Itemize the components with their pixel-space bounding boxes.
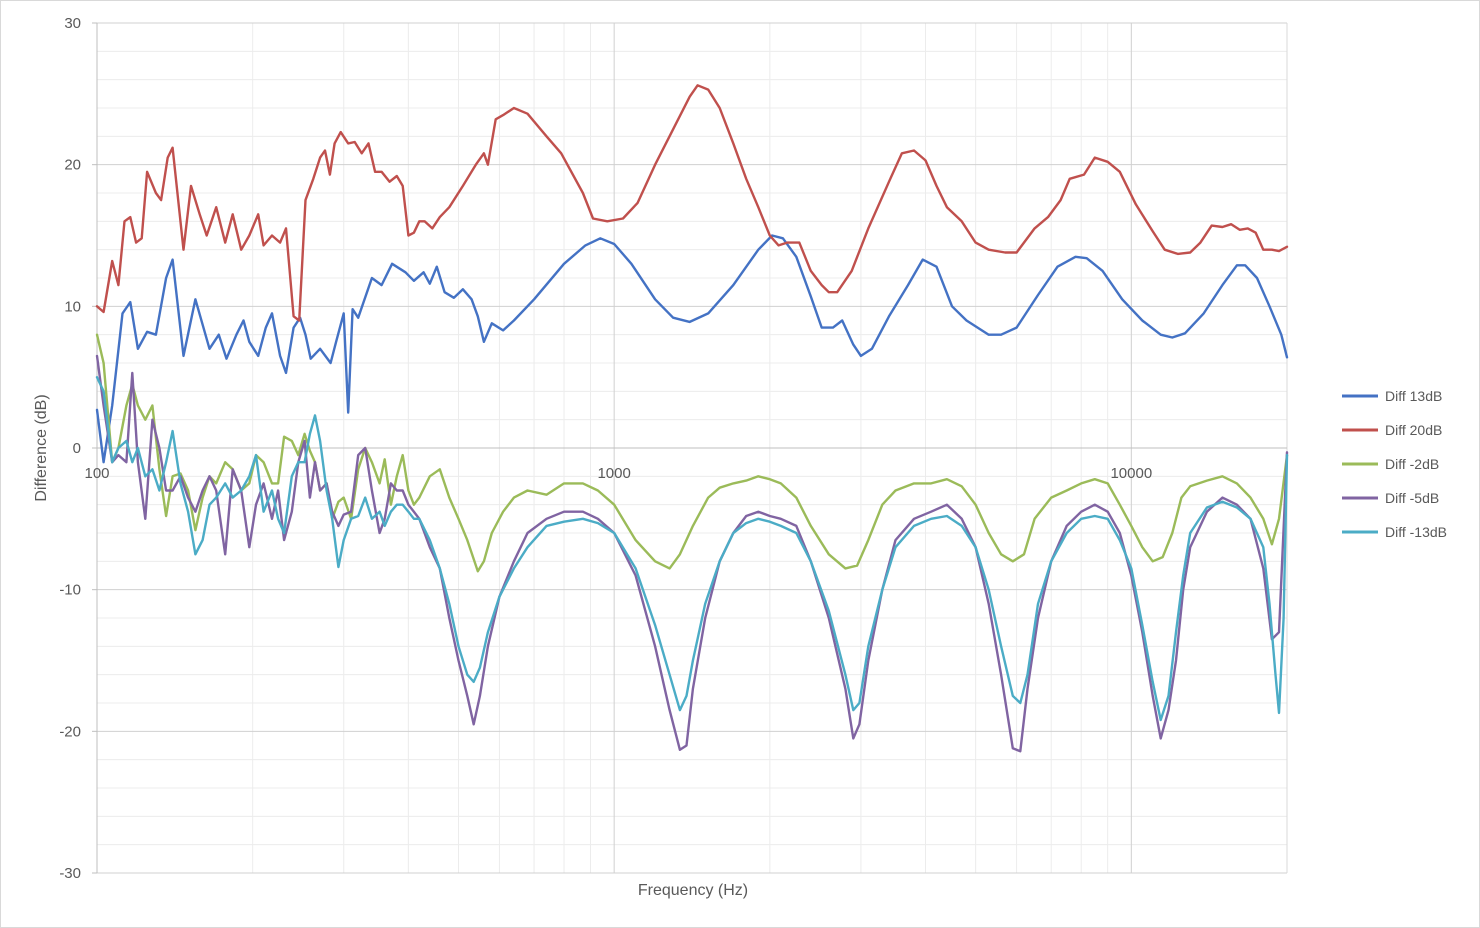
legend: Diff 13dB Diff 20dB Diff -2dB Diff -5dB Diff… (1342, 388, 1447, 540)
y-tick-label: 30 (64, 15, 81, 32)
series-line-3 (95, 354, 1289, 753)
x-axis-title: Frequency (Hz) (638, 882, 748, 899)
x-tick-label: 1000 (597, 465, 630, 482)
legend-label-0: Diff 13dB (1385, 388, 1442, 404)
x-axis-ticks: 100 1000 10000 (84, 465, 1152, 482)
series-line-0 (95, 234, 1289, 464)
y-tick-label: -30 (59, 865, 81, 882)
y-axis-ticks: 30 20 10 0 -10 -20 -30 (59, 15, 81, 882)
series-lines (95, 84, 1289, 753)
series-line-1 (95, 84, 1289, 322)
y-tick-label: -20 (59, 723, 81, 740)
y-tick-label: 10 (64, 298, 81, 315)
series-line-2 (95, 333, 1289, 573)
y-axis-title: Difference (dB) (33, 394, 50, 501)
x-tick-label: 100 (84, 465, 109, 482)
legend-label-1: Diff 20dB (1385, 422, 1442, 438)
series-line-4 (95, 376, 1289, 722)
legend-label-2: Diff -2dB (1385, 456, 1439, 472)
y-tick-label: -10 (59, 582, 81, 599)
y-tick-label: 0 (73, 440, 81, 457)
legend-label-4: Diff -13dB (1385, 524, 1447, 540)
legend-label-3: Diff -5dB (1385, 490, 1439, 506)
y-tick-label: 20 (64, 157, 81, 174)
x-tick-label: 10000 (1110, 465, 1152, 482)
